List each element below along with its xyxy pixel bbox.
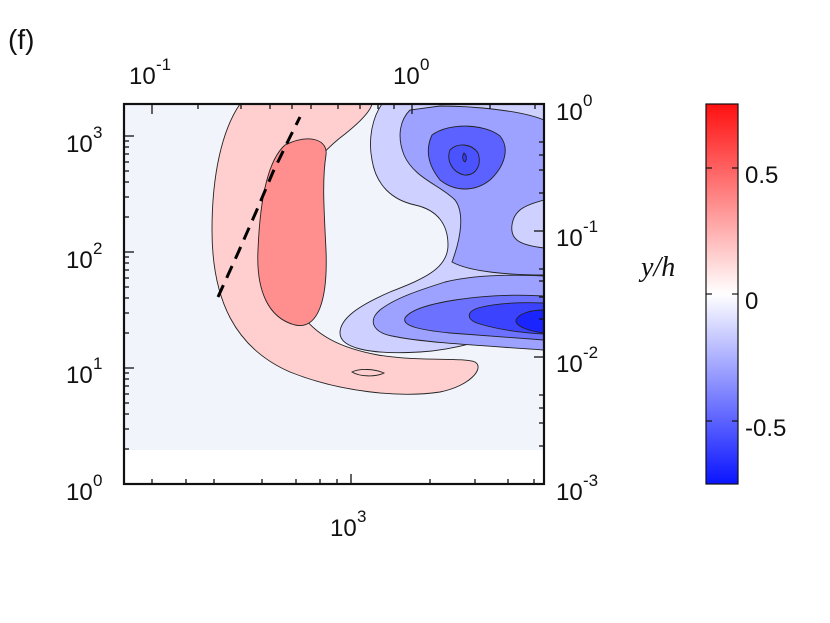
contour-neg-upper-pinch: [462, 152, 467, 163]
top-axis-ticks: [151, 104, 536, 114]
colorbar-tick-label: 0: [745, 288, 758, 315]
bottom-tick-exponent: 3: [357, 507, 366, 526]
contour-field: [124, 104, 544, 450]
right-tick-label: 10: [556, 479, 583, 506]
contour-positive-core: [257, 138, 327, 326]
dashed-line: [216, 116, 302, 298]
colorbar-label: y/h: [638, 252, 675, 283]
contour-neg-lower-peak: [515, 309, 544, 334]
bottom-axis-ticks: [151, 474, 535, 484]
right-tick-exponent: -2: [583, 343, 598, 362]
left-tick-exponent: 1: [93, 354, 102, 373]
bottom-tick-labels: 10 3: [330, 507, 366, 542]
right-tick-label: 10: [556, 351, 583, 378]
left-tick-label: 10: [66, 362, 93, 389]
top-tick-labels: 10 -1 10 0: [129, 55, 429, 90]
left-tick-label: 10: [66, 479, 93, 506]
plot-area: [122, 102, 546, 486]
left-axis-ticks: [124, 135, 134, 485]
right-tick-exponent: -1: [583, 217, 598, 236]
right-tick-exponent: 0: [583, 91, 592, 110]
right-tick-labels: 10 -3 10 -2 10 -1 10 0: [556, 91, 598, 506]
top-tick-label: 10: [393, 63, 420, 90]
right-tick-exponent: -3: [583, 471, 598, 490]
colorbar-tick-label: -0.5: [745, 415, 786, 442]
left-tick-exponent: 2: [93, 239, 102, 258]
colorbar-tick-label: 0.5: [745, 162, 778, 189]
right-tick-label: 10: [556, 225, 583, 252]
left-tick-label: 10: [66, 131, 93, 158]
top-tick-exponent: -1: [156, 55, 171, 74]
left-tick-label: 10: [66, 247, 93, 274]
plot-frame: [122, 102, 546, 486]
left-tick-exponent: 0: [93, 471, 102, 490]
bottom-tick-label: 10: [330, 515, 357, 542]
colorbar: 0.5 0 -0.5 y/h: [638, 103, 786, 485]
contour-positive-small: [351, 369, 386, 377]
left-tick-exponent: 3: [93, 123, 102, 142]
right-axis-ticks: [534, 103, 544, 485]
top-tick-exponent: 0: [420, 55, 429, 74]
right-tick-label: 10: [556, 99, 583, 126]
colorbar-ticks: [706, 167, 738, 422]
panel-label: (f): [8, 24, 34, 55]
left-tick-labels: 10 0 10 1 10 2 10 3: [66, 123, 102, 506]
top-tick-label: 10: [129, 63, 156, 90]
